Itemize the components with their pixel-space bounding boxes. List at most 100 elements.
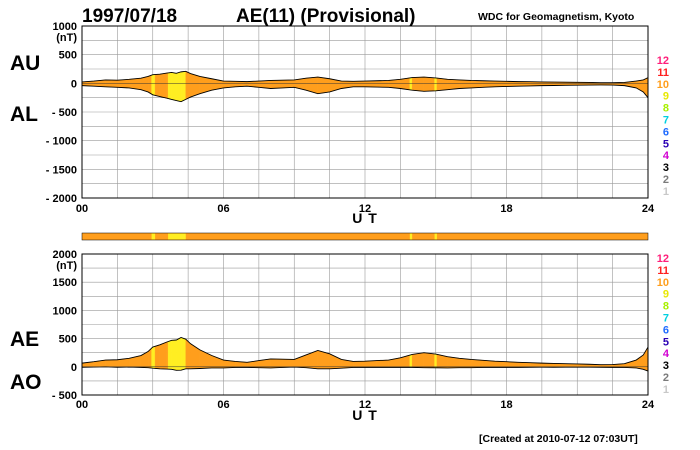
- area-segment: [353, 80, 366, 87]
- area-segment: [411, 352, 425, 368]
- area-segment: [147, 74, 152, 95]
- legend-level-label: 5: [663, 138, 669, 150]
- area-segment: [506, 81, 519, 87]
- y-tick-label: 2000: [53, 249, 77, 261]
- x-tick-label: 06: [217, 203, 229, 215]
- y-tick-label: - 500: [52, 390, 77, 402]
- area-segment: [159, 72, 168, 99]
- activity-bar-base: [81, 232, 649, 241]
- activity-bar-highlight: [409, 233, 413, 240]
- legend-level-label: 1: [663, 384, 669, 396]
- legend-level-label: 9: [663, 289, 669, 301]
- area-segment: [470, 80, 484, 89]
- x-tick-label: 18: [500, 203, 512, 215]
- legend-level-label: 5: [663, 336, 669, 348]
- area-segment: [180, 337, 186, 371]
- legend-level-label: 4: [663, 348, 670, 360]
- x-tick-label: 00: [76, 399, 88, 411]
- area-segment: [282, 358, 295, 368]
- legend-level-label: 6: [663, 126, 669, 138]
- legend-level-label: 12: [657, 253, 669, 265]
- x-axis-label: U T: [352, 210, 378, 226]
- area-segment: [376, 80, 389, 88]
- area-segment: [364, 80, 377, 88]
- chart-title: AE(11) (Provisional): [236, 6, 416, 27]
- legend-level-label: 7: [663, 313, 669, 325]
- area-segment: [423, 352, 435, 368]
- series-ae-line: [81, 336, 649, 366]
- area-fill: [81, 337, 649, 372]
- series-ao-line: [81, 366, 649, 372]
- series-al-line: [81, 84, 649, 103]
- y-tick-label: 1000: [53, 21, 77, 33]
- x-tick-label: 12: [359, 399, 371, 411]
- activity-color-bar: [81, 232, 649, 241]
- legend-level-label: 1: [663, 186, 669, 198]
- x-tick-label: 18: [500, 399, 512, 411]
- y-tick-label: - 1500: [46, 164, 77, 176]
- area-segment: [180, 71, 186, 102]
- y-tick-label: - 1000: [46, 136, 77, 148]
- area-segment: [154, 344, 161, 369]
- area-segment: [364, 360, 377, 368]
- area-segment: [411, 76, 425, 92]
- area-segment: [152, 74, 156, 96]
- area-segment: [167, 340, 172, 370]
- grid: [81, 253, 649, 396]
- area-segment: [494, 80, 507, 87]
- series-lower-label: AL: [10, 103, 38, 126]
- y-tick-label: 500: [59, 50, 77, 62]
- activity-bar-highlight: [151, 233, 156, 240]
- x-tick-label: 06: [217, 399, 229, 411]
- activity-bar-highlight: [168, 233, 186, 240]
- legend-level-label: 8: [663, 301, 669, 313]
- area-segment: [117, 79, 130, 89]
- area-segment: [329, 353, 342, 369]
- legend-level-label: 11: [657, 67, 669, 79]
- x-tick-label: 24: [642, 203, 655, 215]
- series-au-line: [81, 70, 649, 84]
- area-segment: [436, 77, 448, 91]
- legend-level-label: 2: [663, 174, 669, 186]
- series-upper-label: AU: [10, 52, 40, 75]
- created-timestamp: [Created at 2010-07-12 07:03UT]: [479, 433, 638, 445]
- area-segment: [152, 346, 156, 369]
- y-tick-label: 1500: [53, 277, 77, 289]
- legend-level-label: 10: [657, 277, 669, 289]
- legend-level-label: 7: [663, 115, 669, 127]
- x-tick-label: 00: [76, 203, 88, 215]
- y-unit-label: (nT): [56, 32, 77, 44]
- legend-level-label: 4: [663, 150, 670, 162]
- area-segment: [447, 79, 460, 90]
- area-segment: [400, 77, 411, 91]
- area-segment: [171, 339, 177, 371]
- area-segment: [470, 359, 484, 368]
- legend-level-label: 3: [663, 162, 669, 174]
- area-segment: [317, 76, 330, 94]
- y-tick-label: 0: [71, 362, 77, 374]
- legend-level-label: 3: [663, 360, 669, 372]
- legend-level-label: 10: [657, 79, 669, 91]
- y-tick-label: 0: [71, 78, 77, 90]
- area-segment: [353, 360, 366, 368]
- area-segment: [282, 79, 295, 89]
- area-segment: [270, 79, 283, 89]
- area-segment: [190, 343, 201, 369]
- legend-level-label: 8: [663, 103, 669, 115]
- x-tick-label: 12: [359, 203, 371, 215]
- area-segment: [105, 359, 118, 368]
- y-unit-label: (nT): [56, 260, 77, 272]
- legend-level-label: 11: [657, 265, 669, 277]
- date-label: 1997/07/18: [82, 6, 177, 27]
- series-lower-label: AO: [10, 371, 42, 394]
- plot-frame: [81, 253, 649, 396]
- area-segment: [423, 76, 435, 92]
- x-axis-label: U T: [352, 407, 378, 423]
- y-tick-label: - 2000: [46, 193, 77, 205]
- source-label: WDC for Geomagnetism, Kyoto: [478, 11, 634, 23]
- grid: [81, 25, 649, 199]
- area-fill: [81, 70, 649, 102]
